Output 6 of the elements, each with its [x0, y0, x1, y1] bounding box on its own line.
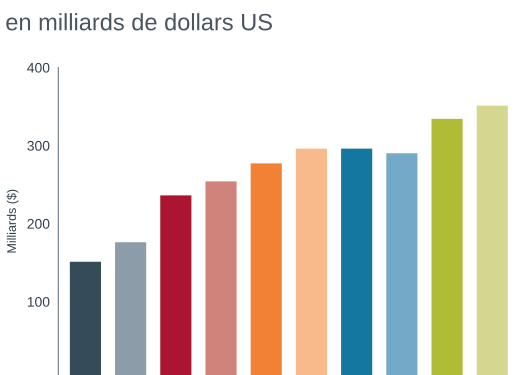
y-tick-label: 100 [28, 296, 50, 307]
y-axis-title: Milliards ($) [6, 190, 18, 253]
y-tick-label: 200 [27, 218, 50, 229]
y-tick-label: 300 [27, 140, 50, 151]
y-tick-label: 400 [27, 62, 50, 73]
chart-title: en milliards de dollars US [6, 13, 272, 30]
